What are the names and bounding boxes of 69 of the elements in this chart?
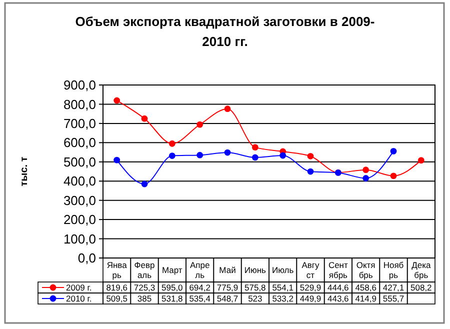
y-tick-label: 0,0	[78, 250, 96, 266]
legend-label: 2009 г.	[66, 282, 92, 292]
data-label: 523	[248, 293, 263, 304]
data-label: 531,8	[162, 293, 184, 304]
x-tick-label: Октябрь	[356, 260, 376, 280]
y-tick-label: 100,0	[63, 231, 96, 246]
data-label: 575,8	[244, 282, 266, 292]
x-tick-label: Май	[219, 264, 236, 275]
data-label: 427,1	[382, 282, 404, 292]
point	[390, 172, 397, 180]
data-label: 775,9	[216, 282, 238, 292]
point	[362, 166, 370, 174]
point	[141, 115, 148, 122]
data-label: 548,7	[216, 293, 238, 304]
data-label: 508,2	[410, 282, 432, 292]
x-tick-label: Апрель	[190, 260, 210, 280]
data-label: 443,6	[328, 293, 350, 304]
y-tick-label: 300,0	[63, 192, 96, 208]
point	[196, 152, 204, 158]
point	[390, 148, 397, 154]
legend-label: 2010 г.	[66, 293, 92, 304]
x-tick-label: Июнь	[244, 264, 267, 275]
data-label: 554,1	[272, 282, 294, 292]
data-label: 385	[137, 293, 152, 304]
data-label: 414,9	[355, 293, 377, 304]
data-label: 529,9	[300, 282, 322, 292]
data-label: 725,3	[134, 282, 156, 292]
y-tick-label: 200,0	[63, 212, 96, 228]
point	[307, 152, 314, 160]
data-label: 444,6	[328, 282, 350, 292]
point	[224, 106, 231, 112]
y-axis-title: тыс. т	[19, 156, 30, 186]
point	[114, 97, 120, 104]
data-label: 509,5	[106, 293, 128, 304]
x-tick-label: Ноябрь	[383, 260, 404, 280]
point	[252, 154, 258, 161]
x-tick-label: Июль	[272, 264, 294, 275]
point	[252, 144, 258, 151]
data-label: 694,2	[189, 282, 211, 292]
y-tick-label: 500,0	[63, 154, 96, 170]
x-tick-label: Август	[302, 260, 320, 280]
point	[114, 156, 120, 164]
y-tick-label: 900,0	[63, 78, 96, 93]
point	[280, 152, 286, 159]
y-tick-label: 800,0	[63, 96, 96, 112]
point	[168, 140, 176, 147]
x-tick-label: Декабрь	[412, 260, 431, 280]
data-label: 535,4	[189, 293, 211, 304]
point	[362, 175, 370, 182]
data-label: 595,0	[162, 282, 184, 292]
point	[196, 121, 204, 128]
point	[307, 168, 314, 175]
data-label: 458,6	[355, 282, 377, 292]
data-label: 449,9	[300, 293, 322, 304]
y-tick-label: 400,0	[63, 174, 96, 189]
x-tick-label: Январь	[106, 260, 128, 280]
y-tick-label: 700,0	[63, 116, 96, 131]
x-tick-label: Сентябрь	[328, 260, 348, 280]
data-label: 819,6	[106, 282, 128, 292]
chart-title: Объем экспорта квадратной заготовки в 2009-2010 гг.	[75, 14, 375, 49]
point	[418, 157, 424, 164]
point	[224, 149, 231, 156]
point	[141, 180, 148, 188]
x-tick-label: Март	[162, 264, 182, 275]
y-tick-label: 600,0	[63, 135, 96, 150]
data-label: 533,2	[272, 293, 294, 304]
data-label: 555,7	[382, 293, 404, 304]
x-tick-label: Февраль	[134, 260, 155, 280]
point	[168, 152, 176, 159]
